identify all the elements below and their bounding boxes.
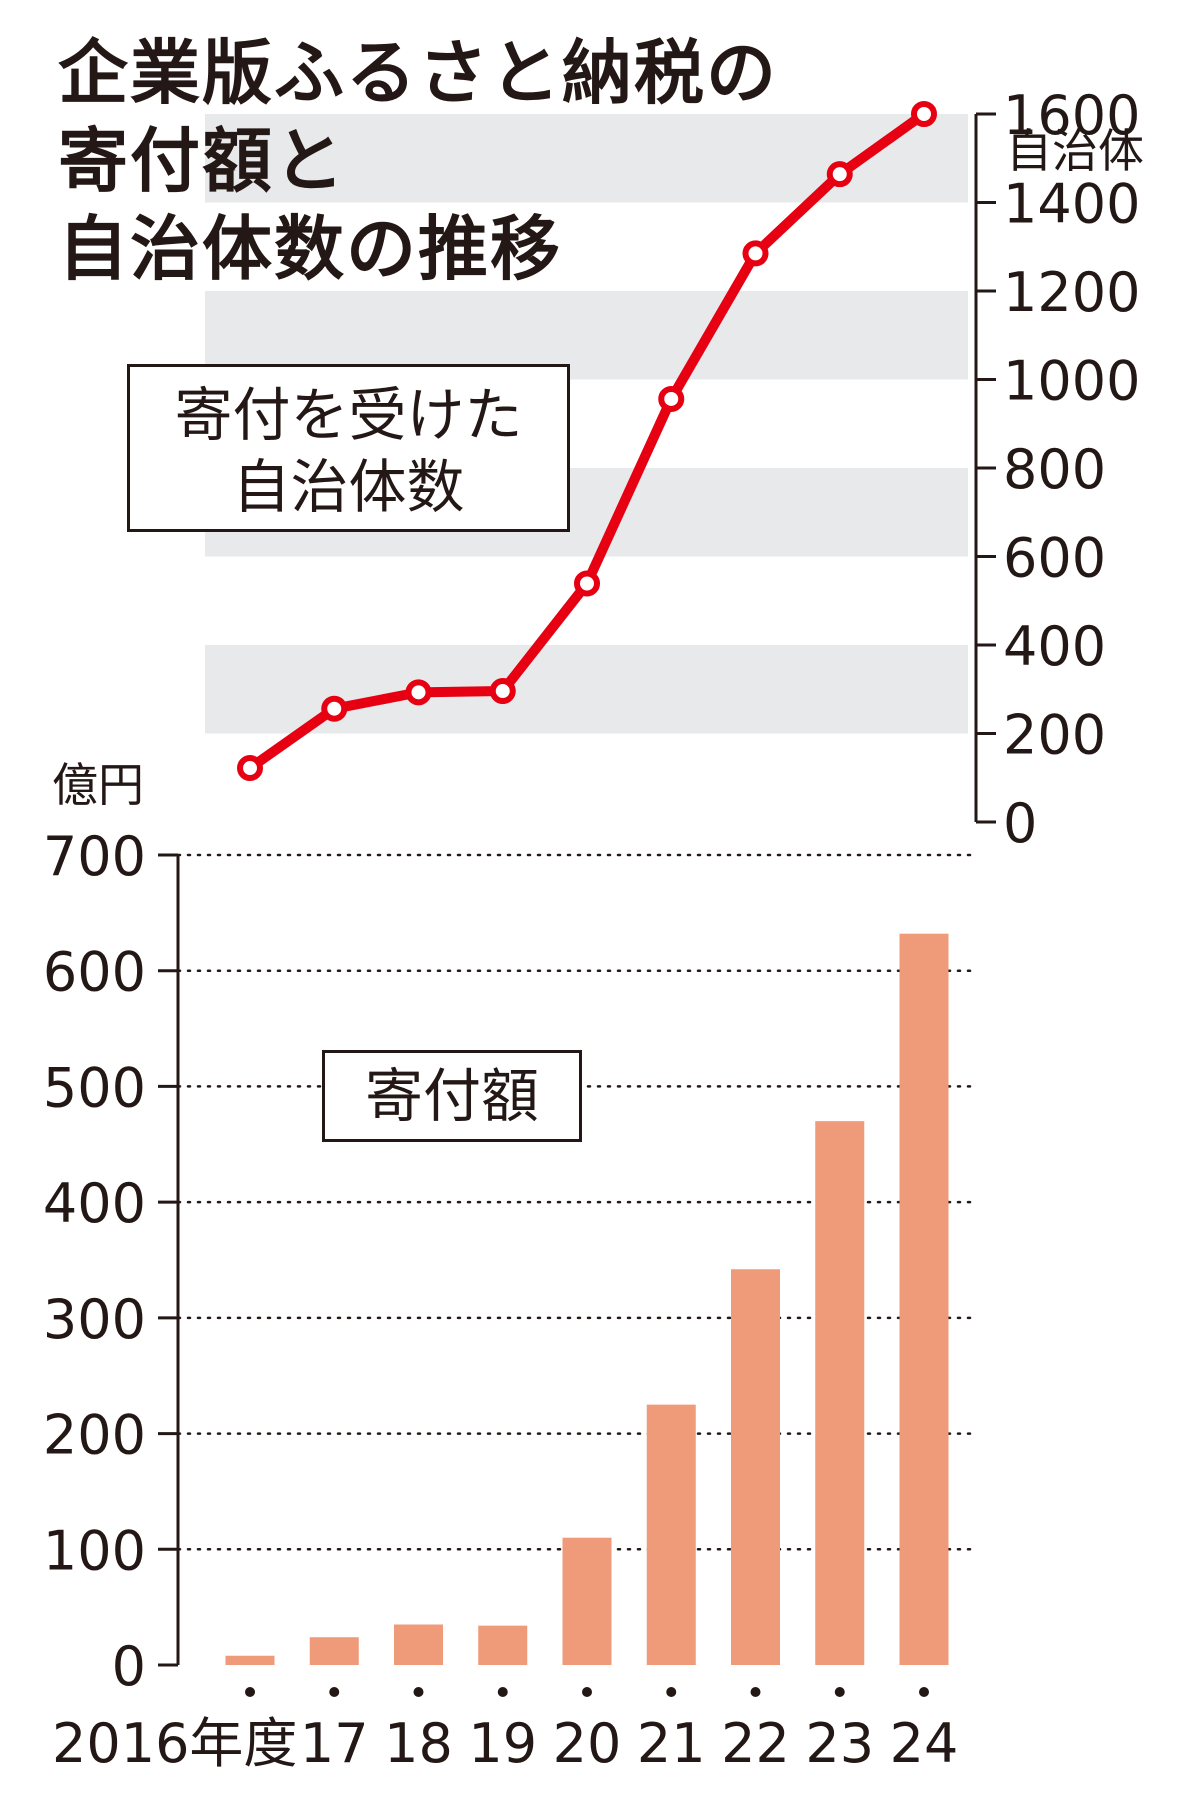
line-y-tick-label-400: 400 — [1003, 615, 1106, 678]
bar-y-tick-label-700: 700 — [43, 825, 146, 888]
line-point-20 — [574, 570, 600, 597]
x-tick-label-23: 23 — [805, 1712, 874, 1775]
bar-y-tick-label-500: 500 — [43, 1056, 146, 1119]
x-tick-label-22: 22 — [721, 1712, 790, 1775]
line-y-tick-label-600: 600 — [1003, 527, 1106, 590]
bar-2016年度 — [225, 1655, 275, 1665]
x-tick-dot-17 — [329, 1687, 340, 1697]
x-tick-label-17: 17 — [300, 1712, 369, 1775]
x-tick-dot-23 — [834, 1687, 845, 1697]
bar-series-label-box: 寄付額 — [322, 1050, 582, 1142]
line-y-tick-label-1600: 1600 — [1003, 84, 1140, 147]
line-band-1400-1600 — [205, 114, 968, 203]
bar-24 — [899, 933, 949, 1665]
line-series-label-line-1: 寄付を受けた — [174, 381, 523, 449]
line-point-18 — [405, 679, 432, 706]
bar-23 — [815, 1121, 865, 1665]
line-point-24 — [911, 101, 937, 127]
line-y-tick-label-0: 0 — [1003, 792, 1037, 855]
x-tick-dot-22 — [750, 1687, 761, 1697]
line-point-21 — [658, 385, 685, 412]
x-tick-label-20: 20 — [553, 1712, 622, 1775]
x-tick-label-18: 18 — [384, 1712, 453, 1775]
line-y-tick-label-1200: 1200 — [1003, 261, 1140, 324]
x-tick-label-2016年度: 2016年度 — [52, 1712, 297, 1775]
title-line-1: 企業版ふるさと納税の — [58, 32, 778, 114]
bar-y-tick-label-600: 600 — [43, 941, 146, 1004]
line-point-2016 — [237, 755, 263, 782]
line-point-22 — [742, 240, 769, 267]
line-series-label-box: 寄付を受けた 自治体数 — [127, 364, 570, 532]
bar-19 — [478, 1625, 528, 1665]
x-tick-dot-21 — [666, 1687, 677, 1697]
x-tick-label-21: 21 — [637, 1712, 706, 1775]
bar-y-tick-label-400: 400 — [43, 1172, 146, 1235]
line-axis-unit: 自治体 — [1006, 124, 1144, 178]
title-line-2: 寄付額と — [58, 120, 346, 202]
line-y-tick-label-1400: 1400 — [1003, 173, 1140, 236]
bar-22 — [731, 1269, 780, 1665]
x-tick-dot-19 — [497, 1687, 508, 1697]
x-tick-dot-24 — [919, 1687, 929, 1697]
line-y-tick-label-800: 800 — [1003, 438, 1106, 501]
line-series-label-line-2: 自治体数 — [232, 453, 465, 521]
bar-y-tick-label-200: 200 — [43, 1404, 146, 1467]
x-tick-dot-18 — [413, 1687, 424, 1697]
x-tick-dot-20 — [582, 1687, 592, 1697]
title-line-3: 自治体数の推移 — [58, 208, 562, 290]
bar-y-tick-label-300: 300 — [43, 1288, 146, 1351]
bar-21 — [646, 1404, 696, 1665]
bar-18 — [394, 1624, 443, 1665]
bar-20 — [562, 1537, 612, 1665]
bar-17 — [309, 1637, 359, 1665]
line-point-17 — [321, 695, 348, 722]
bar-axis-unit: 億円 — [52, 758, 144, 812]
bar-y-tick-label-0: 0 — [112, 1635, 146, 1698]
line-point-23 — [826, 161, 853, 188]
bar-y-tick-label-100: 100 — [43, 1519, 146, 1582]
x-tick-label-19: 19 — [468, 1712, 537, 1775]
line-point-19 — [489, 678, 516, 705]
line-y-tick-label-1000: 1000 — [1003, 350, 1140, 413]
line-y-tick-label-200: 200 — [1003, 704, 1106, 767]
x-tick-label-24: 24 — [890, 1712, 959, 1775]
x-tick-dot-2016年度 — [245, 1687, 255, 1697]
